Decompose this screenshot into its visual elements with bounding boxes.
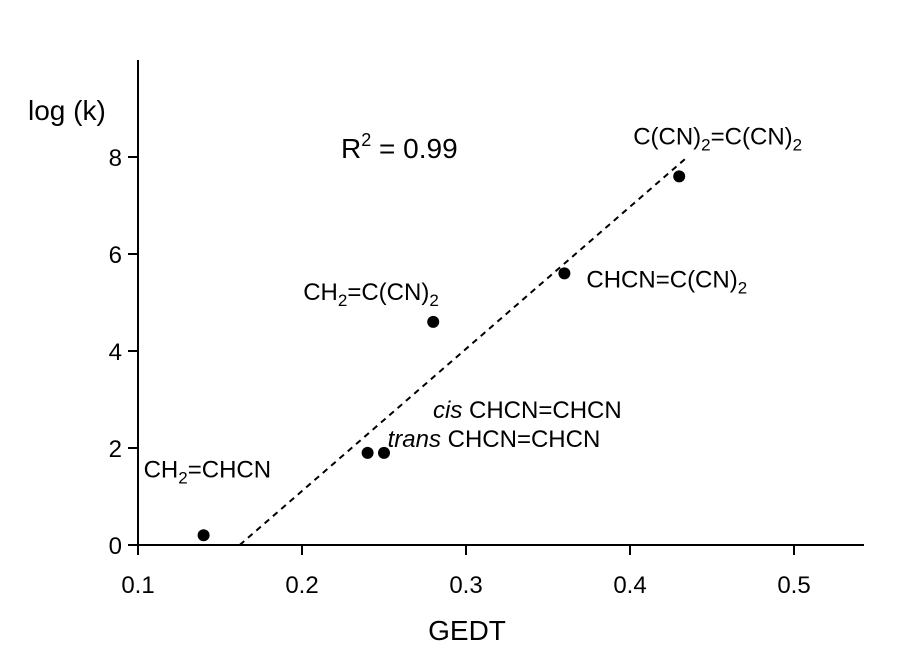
r-squared-annotation: R2 = 0.99 <box>341 130 458 164</box>
r-squared-prefix: R <box>341 133 361 164</box>
data-point <box>673 170 686 183</box>
y-tick-label: 8 <box>109 145 122 172</box>
r-squared-superscript: 2 <box>361 130 371 150</box>
fit-line <box>239 156 689 546</box>
axes: 0.1 0.2 0.3 0.4 0.5 0 2 4 6 8 <box>109 60 864 599</box>
fit-line-layer <box>239 156 689 546</box>
point-label: CH2=CHCN <box>144 456 271 487</box>
data-point <box>558 267 571 280</box>
data-point <box>361 446 374 459</box>
y-tick-label: 2 <box>109 436 122 463</box>
x-tick-label: 0.3 <box>449 572 482 599</box>
data-point <box>197 529 210 542</box>
y-tick-label: 4 <box>109 339 122 366</box>
x-tick-label: 0.4 <box>613 572 646 599</box>
point-label: cis CHCN=CHCN <box>433 397 622 424</box>
data-point <box>378 446 390 459</box>
y-axis-title: log (k) <box>28 95 106 126</box>
y-tick-label: 6 <box>109 242 122 269</box>
data-point <box>427 315 440 328</box>
point-label: CHCN=C(CN)2 <box>586 266 747 297</box>
x-tick-label: 0.5 <box>777 572 810 599</box>
x-axis-title: GEDT <box>428 615 506 646</box>
points-layer <box>197 170 686 542</box>
point-label: CH2=C(CN)2 <box>303 279 439 310</box>
x-tick-label: 0.2 <box>285 572 318 599</box>
point-label: C(CN)2=C(CN)2 <box>633 123 802 154</box>
x-tick-label: 0.1 <box>121 572 154 599</box>
y-tick-label: 0 <box>109 533 122 560</box>
r-squared-value: = 0.99 <box>371 133 457 164</box>
point-label: trans CHCN=CHCN <box>388 426 601 453</box>
